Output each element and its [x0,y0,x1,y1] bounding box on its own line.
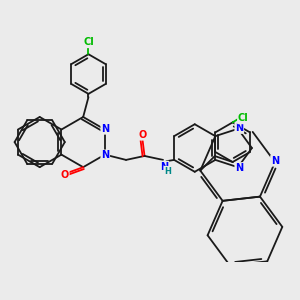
Text: N: N [235,123,243,133]
Text: N: N [271,156,279,166]
Text: N: N [101,150,109,160]
Text: Cl: Cl [83,37,94,47]
Text: Cl: Cl [238,113,249,123]
Text: O: O [138,130,147,140]
Text: N: N [160,161,168,172]
Text: N: N [235,163,243,173]
Text: H: H [164,167,171,176]
Text: N: N [101,124,109,134]
Text: O: O [61,170,69,180]
